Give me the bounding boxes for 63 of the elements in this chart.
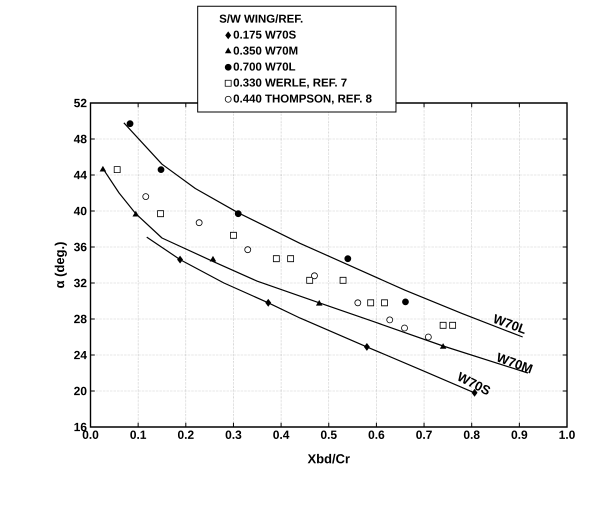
x-tick-label: 0.5	[320, 430, 337, 439]
y-tick-label: 32	[74, 278, 86, 288]
y-tick-label: 16	[74, 422, 87, 432]
point	[132, 211, 139, 216]
point	[244, 246, 252, 254]
x-tick-label: 0.9	[512, 430, 528, 439]
point	[177, 256, 183, 264]
y-tick-label: 24	[74, 350, 87, 360]
legend-label: 0.440 THOMPSON, REF. 8	[234, 94, 372, 104]
legend-title: S/W WING/REF.	[220, 14, 302, 23]
legend-label: 0.350 W70M	[234, 46, 298, 55]
y-tick-label: 52	[74, 98, 86, 108]
y-tick-label: 48	[74, 134, 87, 144]
point	[234, 210, 242, 218]
point	[230, 232, 237, 239]
y-axis-title: α (deg.)	[54, 242, 67, 288]
point	[386, 316, 394, 324]
y-tick-label: 40	[74, 206, 86, 216]
legend-label: 0.330 WERLE, REF. 7	[234, 78, 347, 88]
point	[272, 255, 280, 262]
point	[287, 255, 294, 262]
point	[158, 166, 164, 173]
legend-label: 0.175 W70S	[234, 30, 296, 39]
point	[142, 193, 150, 200]
point	[340, 276, 346, 284]
point	[424, 334, 432, 340]
point	[210, 256, 216, 262]
y-tick-label: 28	[74, 314, 87, 324]
x-tick-label: 0.1	[130, 430, 146, 439]
point	[344, 255, 352, 262]
annotation: W70M	[498, 352, 533, 374]
point	[306, 276, 314, 284]
point	[196, 219, 203, 226]
x-axis-title: Xbd/Cr	[308, 454, 350, 464]
point	[126, 120, 134, 128]
y-tick-label: 44	[74, 170, 87, 180]
point	[402, 298, 409, 306]
point	[440, 322, 446, 329]
x-tick-label: 0.8	[464, 430, 480, 439]
point	[440, 344, 446, 349]
point	[311, 272, 318, 280]
legend-label: 0.700 W70L	[234, 62, 296, 71]
point	[114, 166, 121, 173]
x-tick-label: 0.2	[178, 430, 194, 439]
point	[401, 324, 408, 332]
x-tick-label: 0.4	[273, 430, 290, 439]
x-tick-label: 1.0	[559, 430, 575, 439]
point	[354, 299, 362, 306]
x-tick-label: 0.7	[416, 430, 432, 439]
point	[100, 166, 106, 172]
point	[157, 210, 164, 218]
y-tick-label: 20	[74, 386, 86, 396]
point	[316, 300, 322, 306]
point	[449, 322, 456, 329]
y-tick-label: 36	[74, 242, 87, 252]
point	[265, 299, 272, 306]
point	[364, 343, 370, 351]
x-tick-label: 0.3	[226, 430, 242, 440]
point	[381, 299, 388, 306]
point	[367, 299, 374, 306]
x-tick-label: 0.0	[82, 430, 98, 439]
annotation: W70L	[494, 314, 525, 334]
x-tick-label: 0.6	[368, 430, 384, 439]
